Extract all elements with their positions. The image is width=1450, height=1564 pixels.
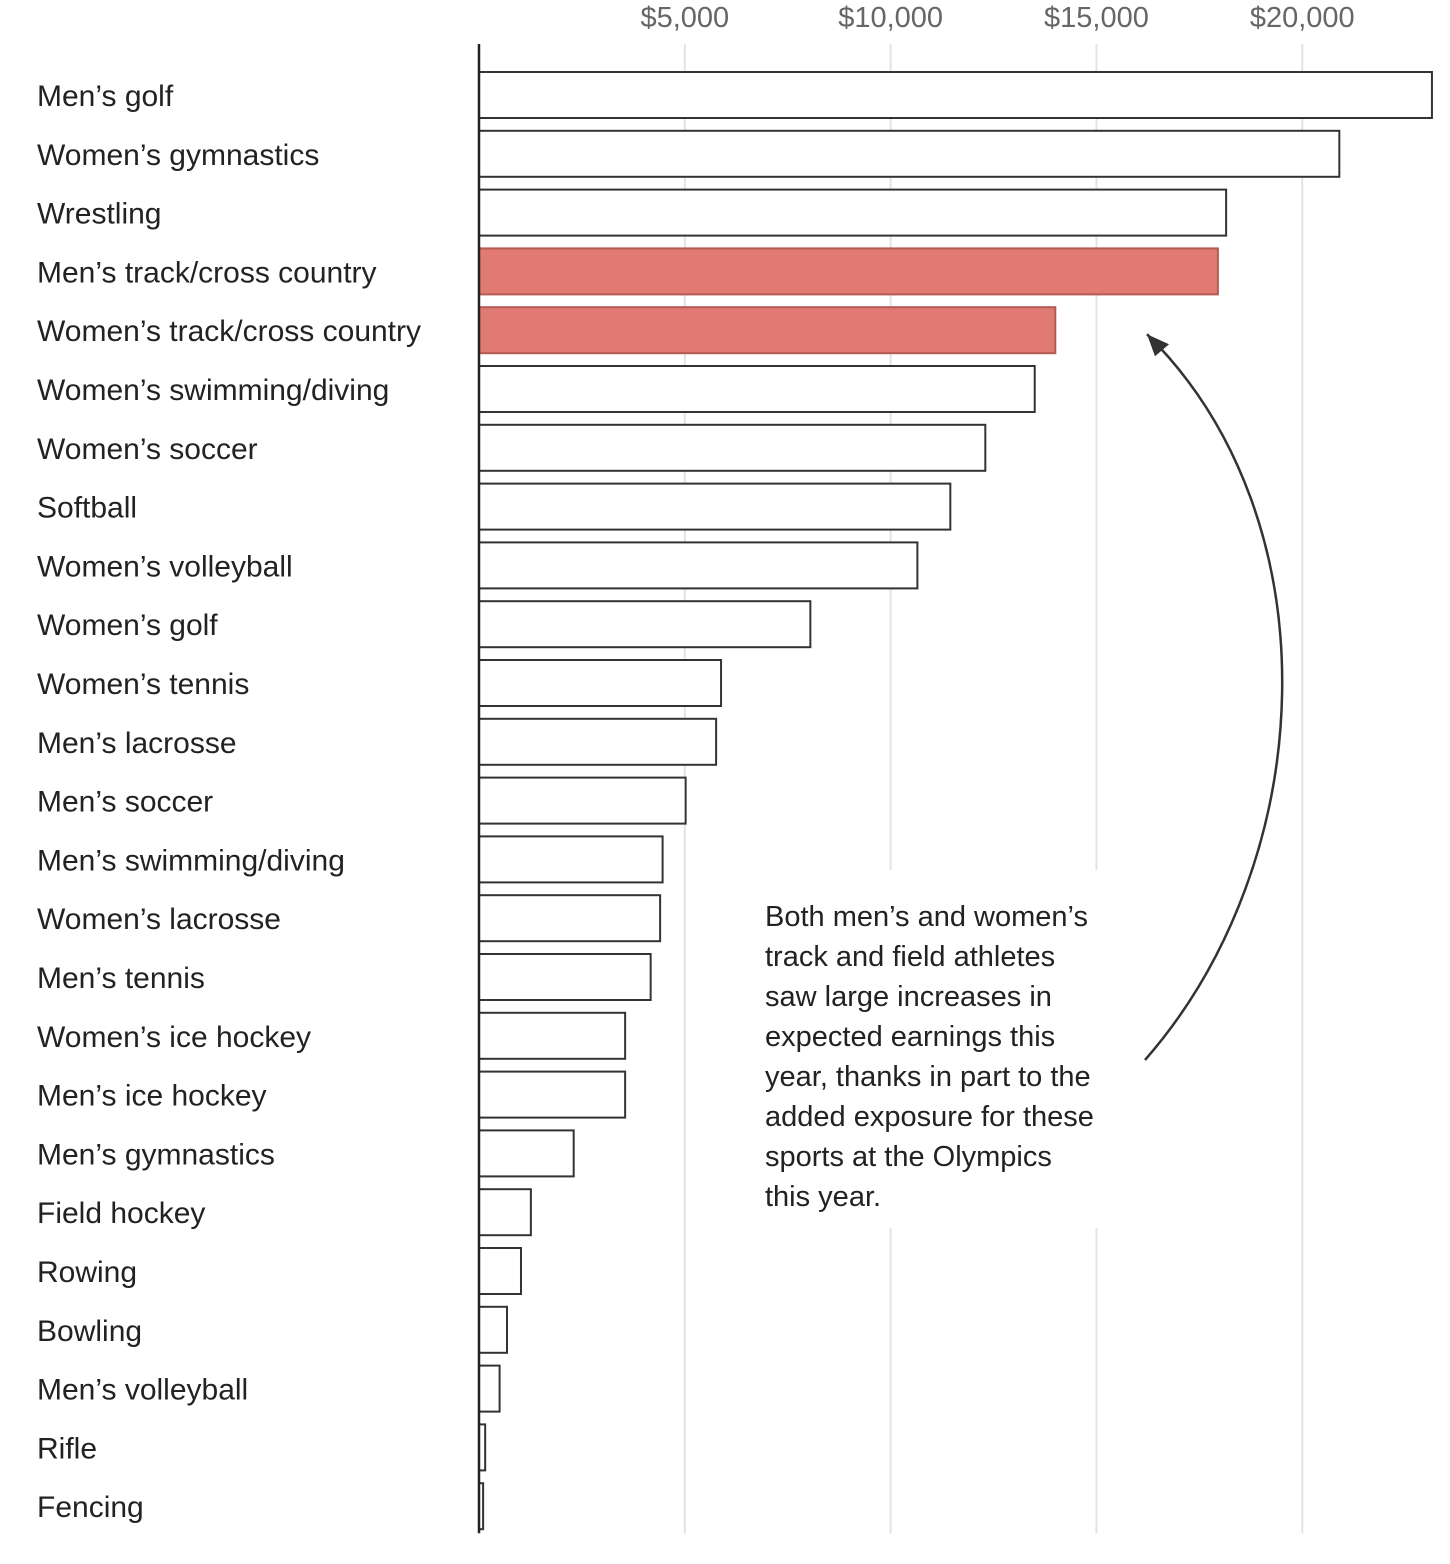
bar — [478, 1305, 508, 1354]
category-label: Women’s swimming/diving — [37, 374, 389, 407]
bar — [478, 541, 919, 590]
annotation-arrow-line — [1144, 333, 1284, 1061]
bar — [478, 717, 718, 766]
x-tick-label: $20,000 — [1250, 2, 1355, 34]
category-label: Women’s track/cross country — [37, 315, 421, 348]
bar — [478, 835, 664, 884]
bar — [478, 659, 723, 707]
category-label: Men’s volleyball — [37, 1374, 248, 1407]
category-label: Rifle — [37, 1432, 97, 1465]
category-label: Men’s track/cross country — [37, 256, 377, 289]
bar — [478, 894, 662, 943]
x-tick-label: $5,000 — [640, 2, 729, 34]
category-label: Men’s swimming/diving — [37, 844, 345, 877]
bar — [478, 776, 687, 825]
bar — [478, 482, 952, 531]
category-label: Men’s soccer — [37, 786, 213, 819]
category-label: Men’s ice hockey — [37, 1080, 267, 1113]
bar — [478, 71, 1433, 119]
bar — [478, 423, 987, 472]
x-axis-ticks: $5,000 $10,000 $15,000 $20,000 — [640, 2, 1354, 34]
category-label: Bowling — [37, 1315, 142, 1348]
bars — [478, 71, 1433, 1531]
bar — [478, 1188, 532, 1237]
annotation: Both men’s and women’s track and field at… — [765, 333, 1284, 1213]
bar — [478, 1247, 522, 1295]
category-label: Wrestling — [37, 198, 161, 231]
annotation-line: Both men’s and women’s — [765, 901, 1088, 933]
category-label: Men’s gymnastics — [37, 1138, 275, 1171]
bar — [478, 365, 1036, 413]
annotation-line: added exposure for these — [765, 1101, 1094, 1133]
category-label: Women’s tennis — [37, 668, 249, 701]
annotation-background — [752, 870, 1137, 1228]
category-label: Women’s ice hockey — [37, 1021, 311, 1054]
annotation-line: sports at the Olympics — [765, 1141, 1052, 1173]
category-labels: Men’s golf Women’s gymnastics Wrestling Men… — [37, 80, 421, 1524]
category-label: Women’s golf — [37, 609, 218, 642]
category-label: Women’s volleyball — [37, 550, 293, 583]
x-tick-label: $15,000 — [1044, 2, 1149, 34]
annotation-line: year, thanks in part to the — [765, 1061, 1091, 1093]
category-label: Field hockey — [37, 1197, 205, 1230]
category-label: Rowing — [37, 1256, 137, 1289]
bar — [478, 600, 812, 649]
x-tick-label: $10,000 — [838, 2, 943, 34]
bar — [478, 1011, 627, 1060]
annotation-line: expected earnings this — [765, 1021, 1055, 1053]
bar-highlighted — [478, 247, 1219, 296]
bar — [478, 188, 1228, 237]
category-label: Men’s golf — [37, 80, 174, 113]
bar — [478, 953, 652, 1001]
category-label: Women’s lacrosse — [37, 903, 281, 936]
category-label: Men’s tennis — [37, 962, 205, 995]
annotation-arrowhead — [1147, 334, 1169, 357]
bar-highlighted — [478, 306, 1057, 355]
category-label: Fencing — [37, 1491, 144, 1524]
bar — [478, 1364, 501, 1413]
category-label: Men’s lacrosse — [37, 727, 237, 760]
bar — [478, 1129, 575, 1178]
annotation-line: this year. — [765, 1181, 881, 1213]
bar — [478, 1070, 627, 1119]
category-label: Women’s soccer — [37, 433, 258, 466]
annotation-line: saw large increases in — [765, 981, 1052, 1013]
category-label: Softball — [37, 492, 137, 525]
annotation-line: track and field athletes — [765, 941, 1055, 973]
category-label: Women’s gymnastics — [37, 139, 319, 172]
bar — [478, 129, 1341, 178]
